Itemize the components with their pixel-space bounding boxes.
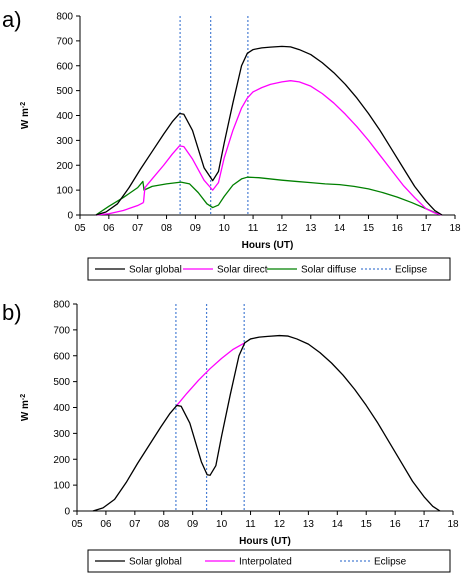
chart-a-x-tick-label: 17: [421, 223, 433, 234]
chart-a-y-axis-title: W m-2: [20, 102, 32, 129]
chart-a-legend-label-eclipse: Eclipse: [395, 265, 428, 276]
chart-a-x-tick-label: 13: [305, 223, 317, 234]
chart-a-y-tick-label: 500: [56, 86, 73, 97]
chart-a-x-tick-label: 18: [449, 223, 461, 234]
chart-b-x-tick-label: 08: [158, 519, 170, 530]
chart-a-x-tick-label: 12: [276, 223, 288, 234]
chart-a-series-solar-global: [95, 45, 443, 216]
chart-b-x-tick-label: 09: [187, 519, 199, 530]
chart-a-y-tick-label: 300: [56, 136, 73, 147]
chart-panel-a: a) W m-2 0 100 200 300 400 500 600 700 800 05 06 07 08…: [0, 0, 474, 284]
chart-b-x-tick-label: 10: [216, 519, 228, 530]
chart-a-y-tick-label: 800: [56, 12, 73, 23]
chart-b-y-tick-label: 500: [53, 377, 70, 388]
chart-a-y-tick-label: 600: [56, 61, 73, 72]
chart-b-svg: b) W m-2 0 100 200 300 400 500 600 700 800 05 06 07 08…: [2, 300, 459, 573]
chart-a-series-solar-diffuse: [95, 176, 443, 216]
chart-a-x-tick-label: 14: [334, 223, 346, 234]
chart-b-x-tick-label: 05: [71, 519, 83, 530]
chart-b-x-tick-label: 07: [129, 519, 141, 530]
chart-b-x-tick-label: 18: [447, 519, 459, 530]
chart-b-x-tick-label: 15: [361, 519, 373, 530]
chart-a-legend-label-solar-diffuse: Solar diffuse: [301, 265, 357, 276]
chart-a-x-tick-label: 08: [161, 223, 173, 234]
chart-b-x-tick-label: 13: [303, 519, 315, 530]
chart-a-x-tick-label: 05: [74, 223, 86, 234]
chart-a-series-solar-direct-early: [95, 201, 144, 216]
chart-a-y-tick-label: 400: [56, 111, 73, 122]
chart-a-series-solar-direct: [142, 80, 443, 216]
chart-a-x-axis-title: Hours (UT): [242, 240, 294, 251]
chart-a-legend-label-solar-global: Solar global: [129, 265, 182, 276]
chart-a-svg: a) W m-2 0 100 200 300 400 500 600 700 800 05 06 07 08…: [2, 7, 461, 281]
chart-a-x-tick-label: 06: [103, 223, 115, 234]
chart-a-panel-label: a): [2, 7, 22, 32]
chart-b-y-tick-label: 800: [53, 300, 70, 311]
chart-a-x-tick-label: 09: [190, 223, 202, 234]
chart-b-y-tick-label: 300: [53, 429, 70, 440]
chart-b-x-tick-label: 12: [274, 519, 286, 530]
chart-b-y-axis-title: W m-2: [20, 394, 32, 421]
chart-b-y-tick-label: 400: [53, 403, 70, 414]
chart-a-y-tick-label: 700: [56, 36, 73, 47]
chart-b-legend-label-eclipse: Eclipse: [374, 557, 407, 568]
chart-b-x-tick-label: 06: [100, 519, 112, 530]
chart-b-x-tick-label: 16: [390, 519, 402, 530]
chart-a-legend-label-solar-direct: Solar direct: [217, 265, 268, 276]
chart-b-y-tick-label: 0: [64, 507, 70, 518]
chart-b-x-axis-title: Hours (UT): [239, 536, 291, 547]
chart-b-y-tick-label: 100: [53, 481, 70, 492]
chart-b-x-tick-label: 17: [419, 519, 431, 530]
chart-a-x-tick-label: 07: [132, 223, 144, 234]
chart-a-x-tick-label: 15: [363, 223, 375, 234]
chart-a-x-tick-label: 16: [392, 223, 404, 234]
chart-b-x-tick-label: 14: [332, 519, 344, 530]
chart-a-y-tick-label: 200: [56, 161, 73, 172]
chart-b-y-tick-label: 600: [53, 351, 70, 362]
chart-a-x-tick-label: 11: [248, 223, 259, 234]
chart-panel-b: b) W m-2 0 100 200 300 400 500 600 700 800 05 06 07 08…: [0, 287, 474, 573]
chart-a-y-tick-label: 100: [56, 186, 73, 197]
chart-b-x-tick-label: 11: [245, 519, 256, 530]
chart-b-series-solar-global: [92, 334, 441, 512]
chart-a-y-tick-label: 0: [67, 211, 73, 222]
chart-b-legend-label-solar-global: Solar global: [129, 557, 182, 568]
chart-b-y-tick-label: 700: [53, 325, 70, 336]
chart-b-legend-label-interpolated: Interpolated: [239, 557, 292, 568]
chart-b-legend: [87, 549, 451, 573]
chart-b-series-interpolated: [176, 342, 246, 406]
chart-a-x-tick-label: 10: [219, 223, 231, 234]
chart-b-panel-label: b): [2, 300, 22, 325]
chart-b-y-tick-label: 200: [53, 455, 70, 466]
